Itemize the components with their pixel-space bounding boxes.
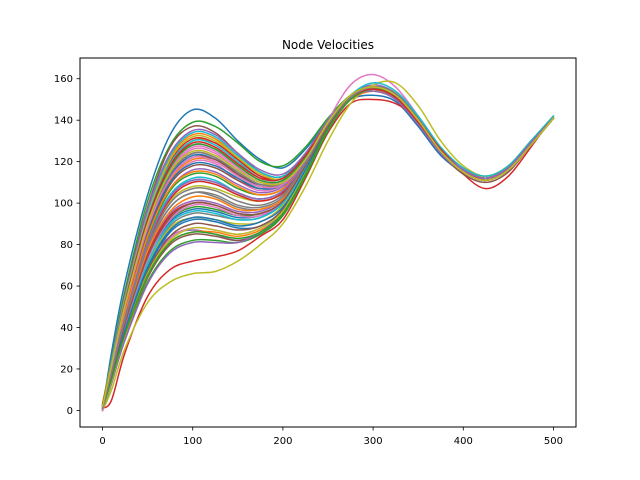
y-tick-label: 120 — [54, 157, 73, 168]
y-tick-label: 20 — [60, 364, 73, 375]
y-tick-label: 0 — [67, 406, 73, 417]
series-line-59 — [101, 86, 555, 408]
plot-area — [79, 57, 577, 428]
y-tick-label: 40 — [60, 323, 73, 334]
x-tick-label: 0 — [99, 436, 105, 447]
y-tick-label: 80 — [60, 240, 73, 251]
x-tick-label: 400 — [454, 436, 473, 447]
x-tick-label: 100 — [183, 436, 202, 447]
series-line-4 — [101, 98, 555, 410]
x-tick-label: 300 — [364, 436, 383, 447]
y-tick-label: 60 — [60, 282, 73, 293]
x-axis: 0 100 200 300 400 500 — [99, 427, 563, 447]
x-tick-label: 200 — [273, 436, 292, 447]
chart-title: Node Velocities — [282, 38, 374, 52]
series-line-54 — [101, 88, 555, 405]
axes-frame — [79, 57, 577, 428]
y-tick-label: 140 — [54, 116, 73, 127]
y-axis: 0 20 40 60 80 100 120 140 160 — [54, 74, 80, 417]
y-tick-label: 100 — [54, 199, 73, 210]
y-tick-label: 160 — [54, 74, 73, 85]
x-tick-label: 500 — [544, 436, 563, 447]
series-layer — [101, 73, 555, 412]
